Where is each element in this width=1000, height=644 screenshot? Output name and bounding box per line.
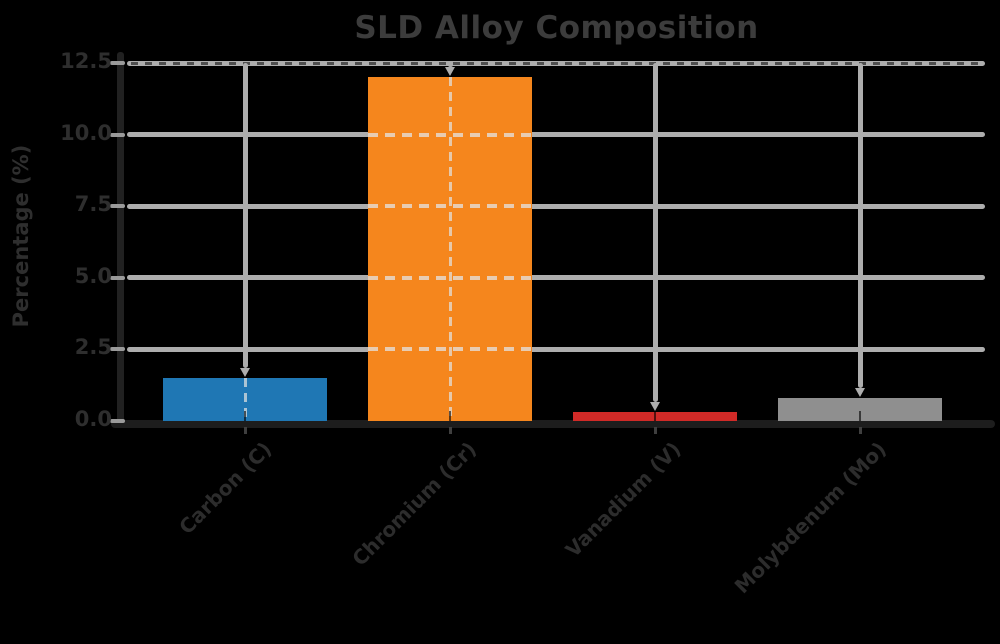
gridline-x-carbon-c <box>242 63 248 368</box>
gridline-x-molybdenum-mo <box>857 63 863 388</box>
y-tick-label-2.5: 2.5 <box>74 335 112 360</box>
gridline-tip-molybdenum-mo <box>855 388 865 397</box>
y-axis-spine <box>117 52 124 428</box>
bar-grid-dash-h-chromium-cr-5.0 <box>368 275 532 280</box>
gridline-tip-carbon-c <box>240 368 250 377</box>
gridline-y-10.0 <box>127 132 985 138</box>
gridline-y-2.5 <box>127 346 985 352</box>
x-tick-mark-chromium-cr <box>448 427 452 434</box>
bar-grid-notch-chromium-cr <box>449 411 451 421</box>
gridline-y-5.0 <box>127 275 985 281</box>
bar-grid-notch-vanadium-v <box>654 412 656 421</box>
bar-grid-dash-h-chromium-cr-7.5 <box>368 204 532 209</box>
y-tick-label-5.0: 5.0 <box>74 263 112 288</box>
y-tick-mark-5.0 <box>110 275 125 280</box>
x-tick-label-vanadium-v: Vanadium (V) <box>561 437 686 562</box>
x-tick-label-chromium-cr: Chromium (Cr) <box>347 437 481 571</box>
bar-grid-dash-v-chromium-cr <box>448 77 452 421</box>
y-tick-mark-7.5 <box>110 204 125 209</box>
y-tick-mark-12.5 <box>110 61 125 65</box>
x-tick-label-molybdenum-mo: Molybdenum (Mo) <box>729 437 891 599</box>
x-tick-mark-carbon-c <box>243 427 247 434</box>
bar-grid-dash-h-chromium-cr-10.0 <box>368 132 532 137</box>
y-tick-label-12.5: 12.5 <box>60 49 112 73</box>
bar-grid-notch-molybdenum-mo <box>859 411 861 421</box>
gridline-top-dashes <box>131 61 981 65</box>
gridline-x-chromium-cr <box>447 63 453 67</box>
y-axis-label: Percentage (%) <box>9 144 33 328</box>
x-axis-spine <box>111 420 995 428</box>
bar-grid-notch-carbon-c <box>244 411 246 421</box>
y-tick-label-10.0: 10.0 <box>60 120 112 145</box>
y-tick-mark-10.0 <box>110 132 125 137</box>
gridline-y-7.5 <box>127 203 985 209</box>
bar-molybdenum-mo <box>778 398 942 421</box>
x-tick-label-carbon-c: Carbon (C) <box>173 437 276 540</box>
gridline-tip-chromium-cr <box>445 67 455 76</box>
y-tick-mark-2.5 <box>110 347 125 352</box>
y-tick-mark-0.0 <box>110 419 125 423</box>
x-tick-mark-vanadium-v <box>653 427 657 434</box>
bar-grid-dash-h-chromium-cr-2.5 <box>368 347 532 352</box>
chart-title: SLD Alloy Composition <box>354 10 759 46</box>
x-tick-mark-molybdenum-mo <box>858 427 862 434</box>
plot-area <box>123 57 990 421</box>
y-tick-label-7.5: 7.5 <box>74 192 112 217</box>
y-tick-label-0.0: 0.0 <box>74 407 112 431</box>
gridline-tip-vanadium-v <box>650 402 660 411</box>
bar-grid-dash-v-carbon-c <box>243 378 247 421</box>
gridline-x-vanadium-v <box>652 63 658 402</box>
